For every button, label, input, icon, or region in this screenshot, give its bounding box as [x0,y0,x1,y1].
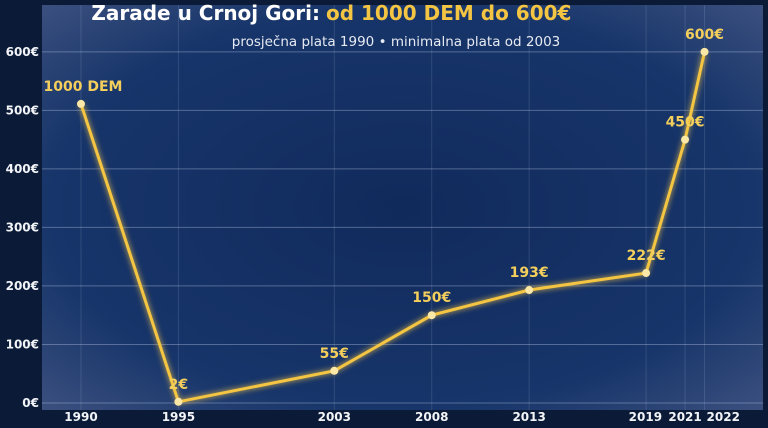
data-point [427,311,436,320]
y-tick-label: 200€ [6,279,39,293]
y-tick-label: 600€ [6,45,39,59]
x-tick-label: 2019 [629,410,662,424]
plot-area [42,5,763,410]
data-point [700,47,709,56]
y-tick-label: 400€ [6,162,39,176]
chart-title-highlight: od 1000 DEM do 600€ [326,1,571,25]
chart-title: Zarade u Crnoj Gori: [91,1,320,25]
data-label: 193€ [510,265,549,281]
data-label: 600€ [685,27,724,43]
data-point [76,99,85,108]
x-tick-label: 1995 [162,410,195,424]
data-label: 150€ [412,290,451,306]
x-tick-label: 2003 [318,410,351,424]
data-points [76,47,709,406]
x-tick-label: 2022 [707,410,740,424]
y-tick-label: 300€ [6,220,39,234]
grid [42,5,763,410]
x-axis: 1990 1995 2003 2008 2013 2019 2021 2022 [64,410,740,424]
x-tick-label: 1990 [64,410,97,424]
data-label: 222€ [627,248,666,264]
y-tick-label: 500€ [6,103,39,117]
x-tick-label: 2008 [415,410,448,424]
data-label: 2€ [169,377,188,393]
data-label: 450€ [666,115,705,131]
data-point [525,286,534,295]
data-point [681,135,690,144]
x-tick-label: 2013 [512,410,545,424]
series-line [79,51,707,404]
data-label: 55€ [320,346,349,362]
data-point [174,397,183,406]
y-tick-label: 0€ [22,396,39,410]
x-tick-label: 2021 [668,410,701,424]
data-point [330,366,339,375]
data-label: 1000 DEM [43,79,122,95]
y-tick-label: 100€ [6,337,39,351]
data-point [642,269,651,278]
data-labels: 1000 DEM 2€ 55€ 150€ 193€ 222€ 450€ 600€ [43,27,724,393]
y-axis: 0€ 100€ 200€ 300€ 400€ 500€ 600€ [6,45,39,410]
chart-subtitle: prosječna plata 1990 • minimalna plata o… [232,34,561,50]
